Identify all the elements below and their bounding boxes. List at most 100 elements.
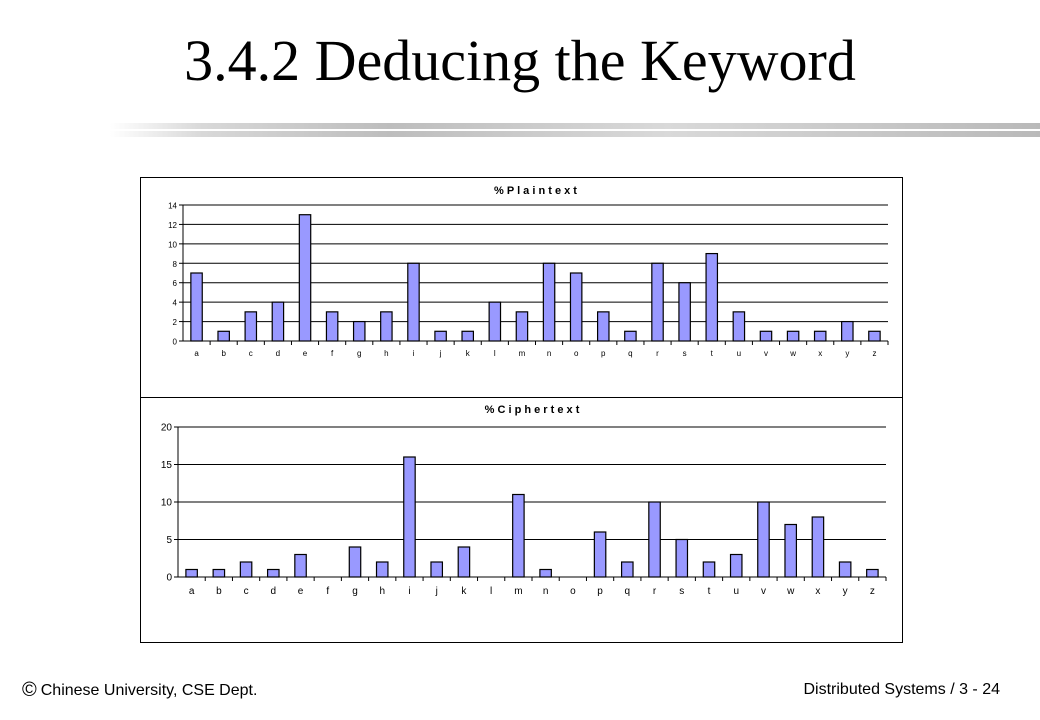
- bar-k: [461, 330, 475, 342]
- bar-i: [407, 262, 420, 342]
- plaintext-frequency-chart: % P l a i n t e x t 0 2 4 6 8 10 12 14 a b c d e f g h i j…: [140, 177, 903, 398]
- bar-w: [786, 330, 800, 342]
- bar-r: [648, 501, 661, 578]
- bar-d: [271, 301, 285, 342]
- footer-copyright: © Chinese University, CSE Dept.: [22, 680, 257, 701]
- x-tick-label: d: [276, 349, 280, 358]
- x-tick-label: i: [413, 349, 415, 358]
- bar-r: [651, 262, 664, 342]
- x-tick-label: v: [761, 586, 766, 597]
- y-tick-label: 10: [168, 240, 177, 249]
- bar-x: [813, 330, 827, 342]
- x-tick-label: v: [764, 349, 768, 358]
- bar-v: [757, 501, 770, 578]
- x-tick-label: q: [628, 349, 632, 358]
- bar-w: [784, 523, 798, 578]
- bar-v: [759, 330, 773, 342]
- bar-i: [403, 456, 416, 578]
- x-tick-label: j: [439, 349, 442, 358]
- bar-u: [729, 553, 743, 578]
- x-tick-label: a: [189, 586, 195, 597]
- x-tick-label: h: [379, 586, 385, 597]
- x-tick-label: p: [597, 586, 603, 597]
- bar-y: [841, 320, 854, 342]
- bar-b: [212, 568, 226, 578]
- y-tick-label: 14: [168, 202, 177, 211]
- footer-page-info: Distributed Systems / 3 - 24: [803, 681, 1000, 698]
- x-tick-label: a: [194, 349, 199, 358]
- x-tick-label: m: [519, 349, 526, 358]
- x-tick-label: g: [352, 586, 358, 597]
- bar-s: [675, 538, 689, 578]
- bar-e: [294, 553, 307, 578]
- x-tick-label: n: [543, 586, 549, 597]
- x-tick-label: o: [574, 349, 579, 358]
- x-tick-label: e: [298, 586, 304, 597]
- bar-c: [239, 561, 253, 578]
- x-tick-label: d: [271, 586, 277, 597]
- bar-p: [593, 531, 607, 578]
- y-tick-label: 6: [173, 279, 178, 288]
- x-tick-label: l: [494, 349, 496, 358]
- bar-s: [678, 282, 691, 342]
- bar-n: [542, 262, 556, 342]
- x-tick-label: i: [408, 586, 410, 597]
- bar-a: [190, 272, 203, 342]
- bar-k: [457, 546, 471, 578]
- x-tick-label: t: [711, 349, 714, 358]
- y-tick-label: 4: [173, 299, 178, 308]
- y-tick-label: 15: [161, 460, 173, 471]
- x-tick-label: c: [244, 586, 249, 597]
- bar-m: [515, 311, 529, 342]
- bar-p: [596, 311, 610, 342]
- x-tick-label: r: [653, 586, 657, 597]
- x-tick-label: r: [656, 349, 659, 358]
- x-tick-label: s: [679, 586, 684, 597]
- bar-h: [380, 311, 393, 342]
- y-tick-label: 0: [166, 573, 172, 584]
- y-tick-label: 12: [168, 221, 177, 230]
- x-tick-label: y: [845, 349, 849, 358]
- x-tick-label: f: [331, 349, 334, 358]
- bar-q: [624, 330, 637, 342]
- x-tick-label: q: [625, 586, 631, 597]
- x-tick-label: z: [872, 349, 876, 358]
- slide-title: 3.4.2 Deducing the Keyword: [184, 28, 856, 93]
- bar-e: [298, 214, 312, 342]
- bar-j: [430, 561, 444, 578]
- x-tick-label: g: [357, 349, 361, 358]
- y-tick-label: 10: [161, 498, 173, 509]
- bar-g: [348, 546, 362, 578]
- bar-m: [512, 493, 525, 578]
- bar-c: [244, 311, 258, 342]
- x-tick-label: h: [384, 349, 388, 358]
- x-tick-label: y: [843, 586, 848, 597]
- footer-left-text: Chinese University, CSE Dept.: [40, 682, 258, 699]
- bar-z: [868, 330, 881, 342]
- y-tick-label: 8: [173, 260, 178, 269]
- ciphertext-chart-svg: % C i p h e r t e x t 0 5 10 15 20 a b c d e f g h i j k…: [161, 404, 887, 597]
- bar-x: [811, 516, 825, 578]
- bar-j: [434, 330, 447, 342]
- bar-z: [866, 568, 879, 578]
- x-tick-label: l: [490, 586, 492, 597]
- bar-b: [217, 330, 230, 342]
- bar-g: [352, 320, 366, 342]
- bar-h: [375, 561, 389, 578]
- x-tick-label: n: [547, 349, 551, 358]
- bar-t: [702, 561, 716, 578]
- plaintext-chart-svg: % P l a i n t e x t 0 2 4 6 8 10 12 14 a b c d e f g h i j…: [168, 185, 889, 358]
- y-tick-label: 5: [166, 535, 172, 546]
- x-tick-label: o: [570, 586, 576, 597]
- y-tick-label: 20: [161, 423, 173, 434]
- x-tick-label: j: [435, 586, 438, 597]
- copyright-symbol: ©: [22, 679, 37, 701]
- y-tick-label: 2: [173, 318, 178, 327]
- ciphertext-frequency-chart: % C i p h e r t e x t 0 5 10 15 20 a b c d e f g h i j k…: [140, 397, 903, 643]
- bar-o: [569, 272, 583, 342]
- x-tick-label: f: [326, 586, 329, 597]
- x-tick-label: b: [216, 586, 222, 597]
- bar-d: [266, 568, 280, 578]
- bar-f: [325, 311, 339, 342]
- x-tick-label: k: [466, 349, 471, 358]
